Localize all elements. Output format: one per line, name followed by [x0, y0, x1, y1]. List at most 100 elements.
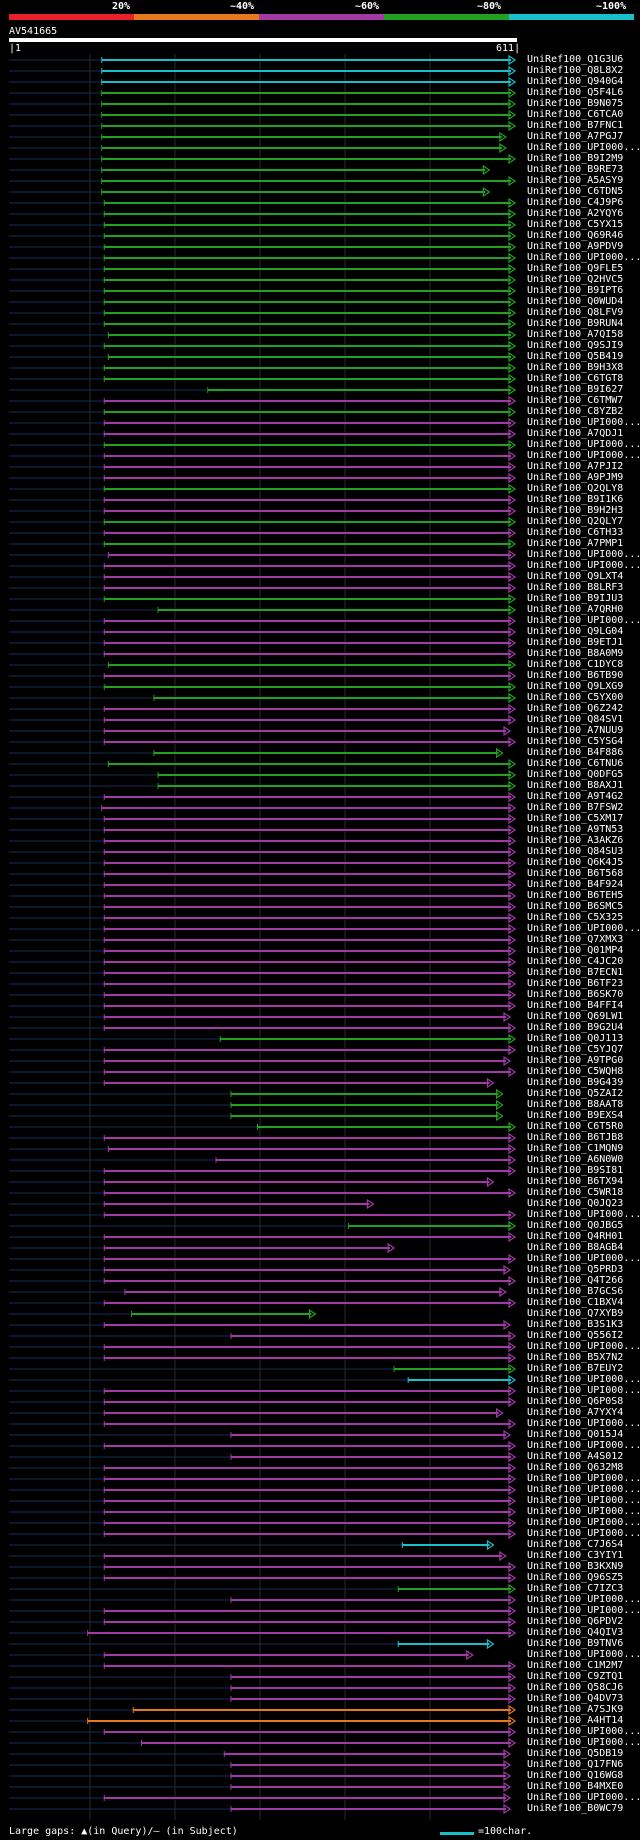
hit-label[interactable]: UniRef100_B4MXE0 [527, 1781, 624, 1792]
hit-label[interactable]: UniRef100_UPI000... [527, 923, 640, 934]
hit-label[interactable]: UniRef100_Q5ZAI2 [527, 1088, 624, 1099]
hit-label[interactable]: UniRef100_C1MQN9 [527, 1143, 624, 1154]
hit-label[interactable]: UniRef100_B7FNC1 [527, 120, 624, 131]
hit-label[interactable]: UniRef100_UPI000... [527, 1792, 640, 1803]
hit-label[interactable]: UniRef100_Q69LW1 [527, 1011, 624, 1022]
hit-label[interactable]: UniRef100_B9EXS4 [527, 1110, 624, 1121]
hit-label[interactable]: UniRef100_Q84SU3 [527, 846, 624, 857]
hit-label[interactable]: UniRef100_UPI000... [527, 549, 640, 560]
hit-label[interactable]: UniRef100_Q01MP4 [527, 945, 624, 956]
hit-label[interactable]: UniRef100_Q5DB19 [527, 1748, 624, 1759]
hit-label[interactable]: UniRef100_C5YSG4 [527, 736, 624, 747]
hit-label[interactable]: UniRef100_B8LRF3 [527, 582, 624, 593]
hit-label[interactable]: UniRef100_A7QRH0 [527, 604, 624, 615]
hit-label[interactable]: UniRef100_B7ECN1 [527, 967, 624, 978]
hit-label[interactable]: UniRef100_Q6P0S8 [527, 1396, 624, 1407]
hit-label[interactable]: UniRef100_B9IPT6 [527, 285, 624, 296]
hit-label[interactable]: UniRef100_A2YQY6 [527, 208, 624, 219]
hit-label[interactable]: UniRef100_C5XM17 [527, 813, 624, 824]
hit-label[interactable]: UniRef100_B6TJB8 [527, 1132, 624, 1143]
hit-label[interactable]: UniRef100_C6T5R0 [527, 1121, 624, 1132]
hit-label[interactable]: UniRef100_B8AXJ1 [527, 780, 624, 791]
hit-label[interactable]: UniRef100_UPI000... [527, 1418, 640, 1429]
hit-label[interactable]: UniRef100_B9SI81 [527, 1165, 624, 1176]
hit-label[interactable]: UniRef100_B9H2H3 [527, 505, 624, 516]
hit-label[interactable]: UniRef100_A7NUU9 [527, 725, 624, 736]
hit-label[interactable]: UniRef100_UPI000... [527, 417, 640, 428]
hit-label[interactable]: UniRef100_Q0WUD4 [527, 296, 624, 307]
hit-label[interactable]: UniRef100_Q0J113 [527, 1033, 624, 1044]
hit-label[interactable]: UniRef100_Q5PRD3 [527, 1264, 624, 1275]
hit-label[interactable]: UniRef100_UPI000... [527, 1484, 640, 1495]
hit-label[interactable]: UniRef100_B0WC79 [527, 1803, 624, 1814]
hit-label[interactable]: UniRef100_B6TX94 [527, 1176, 624, 1187]
hit-label[interactable]: UniRef100_Q556I2 [527, 1330, 624, 1341]
hit-label[interactable]: UniRef100_Q0JQ23 [527, 1198, 624, 1209]
hit-label[interactable]: UniRef100_C5YJQ7 [527, 1044, 624, 1055]
hit-label[interactable]: UniRef100_A4S012 [527, 1451, 624, 1462]
hit-label[interactable]: UniRef100_A7SJK9 [527, 1704, 624, 1715]
hit-label[interactable]: UniRef100_B9I2M9 [527, 153, 624, 164]
hit-label[interactable]: UniRef100_Q84SV1 [527, 714, 624, 725]
hit-label[interactable]: UniRef100_B6TEH5 [527, 890, 624, 901]
hit-label[interactable]: UniRef100_Q9LXG9 [527, 681, 624, 692]
hit-label[interactable]: UniRef100_Q8LFV9 [527, 307, 624, 318]
hit-label[interactable]: UniRef100_UPI000... [527, 439, 640, 450]
hit-label[interactable]: UniRef100_B9H3X8 [527, 362, 624, 373]
hit-label[interactable]: UniRef100_Q2HVC5 [527, 274, 624, 285]
hit-label[interactable]: UniRef100_UPI000... [527, 1473, 640, 1484]
hit-label[interactable]: UniRef100_UPI000... [527, 252, 640, 263]
hit-label[interactable]: UniRef100_Q7XMX3 [527, 934, 624, 945]
hit-label[interactable]: UniRef100_A9PDV9 [527, 241, 624, 252]
hit-label[interactable]: UniRef100_UPI000... [527, 1605, 640, 1616]
hit-label[interactable]: UniRef100_UPI000... [527, 560, 640, 571]
hit-label[interactable]: UniRef100_Q69R46 [527, 230, 624, 241]
hit-label[interactable]: UniRef100_UPI000... [527, 1649, 640, 1660]
hit-label[interactable]: UniRef100_C6TNU6 [527, 758, 624, 769]
hit-label[interactable]: UniRef100_B9IJU3 [527, 593, 624, 604]
hit-label[interactable]: UniRef100_C6TH33 [527, 527, 624, 538]
hit-label[interactable]: UniRef100_B3KXN9 [527, 1561, 624, 1572]
hit-label[interactable]: UniRef100_B3S1K3 [527, 1319, 624, 1330]
hit-label[interactable]: UniRef100_C3YIY1 [527, 1550, 624, 1561]
hit-label[interactable]: UniRef100_B9I627 [527, 384, 624, 395]
hit-label[interactable]: UniRef100_C5X325 [527, 912, 624, 923]
hit-label[interactable]: UniRef100_B9I1K6 [527, 494, 624, 505]
hit-label[interactable]: UniRef100_B6SK70 [527, 989, 624, 1000]
hit-label[interactable]: UniRef100_A7PJI2 [527, 461, 624, 472]
hit-label[interactable]: UniRef100_Q940G4 [527, 76, 624, 87]
hit-label[interactable]: UniRef100_C7J6S4 [527, 1539, 624, 1550]
hit-label[interactable]: UniRef100_B7FSW2 [527, 802, 624, 813]
hit-label[interactable]: UniRef100_C1DYC8 [527, 659, 624, 670]
hit-label[interactable]: UniRef100_UPI000... [527, 615, 640, 626]
hit-label[interactable]: UniRef100_B9TNV6 [527, 1638, 624, 1649]
hit-label[interactable]: UniRef100_B6TB90 [527, 670, 624, 681]
hit-label[interactable]: UniRef100_Q1G3U6 [527, 54, 624, 65]
hit-label[interactable]: UniRef100_B9ETJ1 [527, 637, 624, 648]
hit-label[interactable]: UniRef100_B4FFI4 [527, 1000, 624, 1011]
hit-label[interactable]: UniRef100_Q4QIV3 [527, 1627, 624, 1638]
hit-label[interactable]: UniRef100_C6TMW7 [527, 395, 624, 406]
hit-label[interactable]: UniRef100_Q2QLY8 [527, 483, 624, 494]
hit-label[interactable]: UniRef100_Q58CJ6 [527, 1682, 624, 1693]
hit-label[interactable]: UniRef100_B4F924 [527, 879, 624, 890]
hit-label[interactable]: UniRef100_UPI000... [527, 1737, 640, 1748]
hit-label[interactable]: UniRef100_Q632M8 [527, 1462, 624, 1473]
hit-label[interactable]: UniRef100_UPI000... [527, 450, 640, 461]
hit-label[interactable]: UniRef100_UPI000... [527, 1506, 640, 1517]
hit-label[interactable]: UniRef100_UPI000... [527, 1209, 640, 1220]
hit-label[interactable]: UniRef100_C1BXV4 [527, 1297, 624, 1308]
hit-label[interactable]: UniRef100_B9N075 [527, 98, 624, 109]
hit-label[interactable]: UniRef100_B9RUN4 [527, 318, 624, 329]
hit-label[interactable]: UniRef100_UPI000... [527, 1385, 640, 1396]
hit-label[interactable]: UniRef100_B5X7N2 [527, 1352, 624, 1363]
hit-label[interactable]: UniRef100_Q0DFG5 [527, 769, 624, 780]
hit-label[interactable]: UniRef100_A3AKZ6 [527, 835, 624, 846]
hit-label[interactable]: UniRef100_Q9LXT4 [527, 571, 624, 582]
hit-label[interactable]: UniRef100_Q5B419 [527, 351, 624, 362]
hit-label[interactable]: UniRef100_B6SMC5 [527, 901, 624, 912]
hit-label[interactable]: UniRef100_UPI000... [527, 1528, 640, 1539]
hit-label[interactable]: UniRef100_C5YX00 [527, 692, 624, 703]
hit-label[interactable]: UniRef100_C5WR18 [527, 1187, 624, 1198]
hit-label[interactable]: UniRef100_Q015J4 [527, 1429, 624, 1440]
